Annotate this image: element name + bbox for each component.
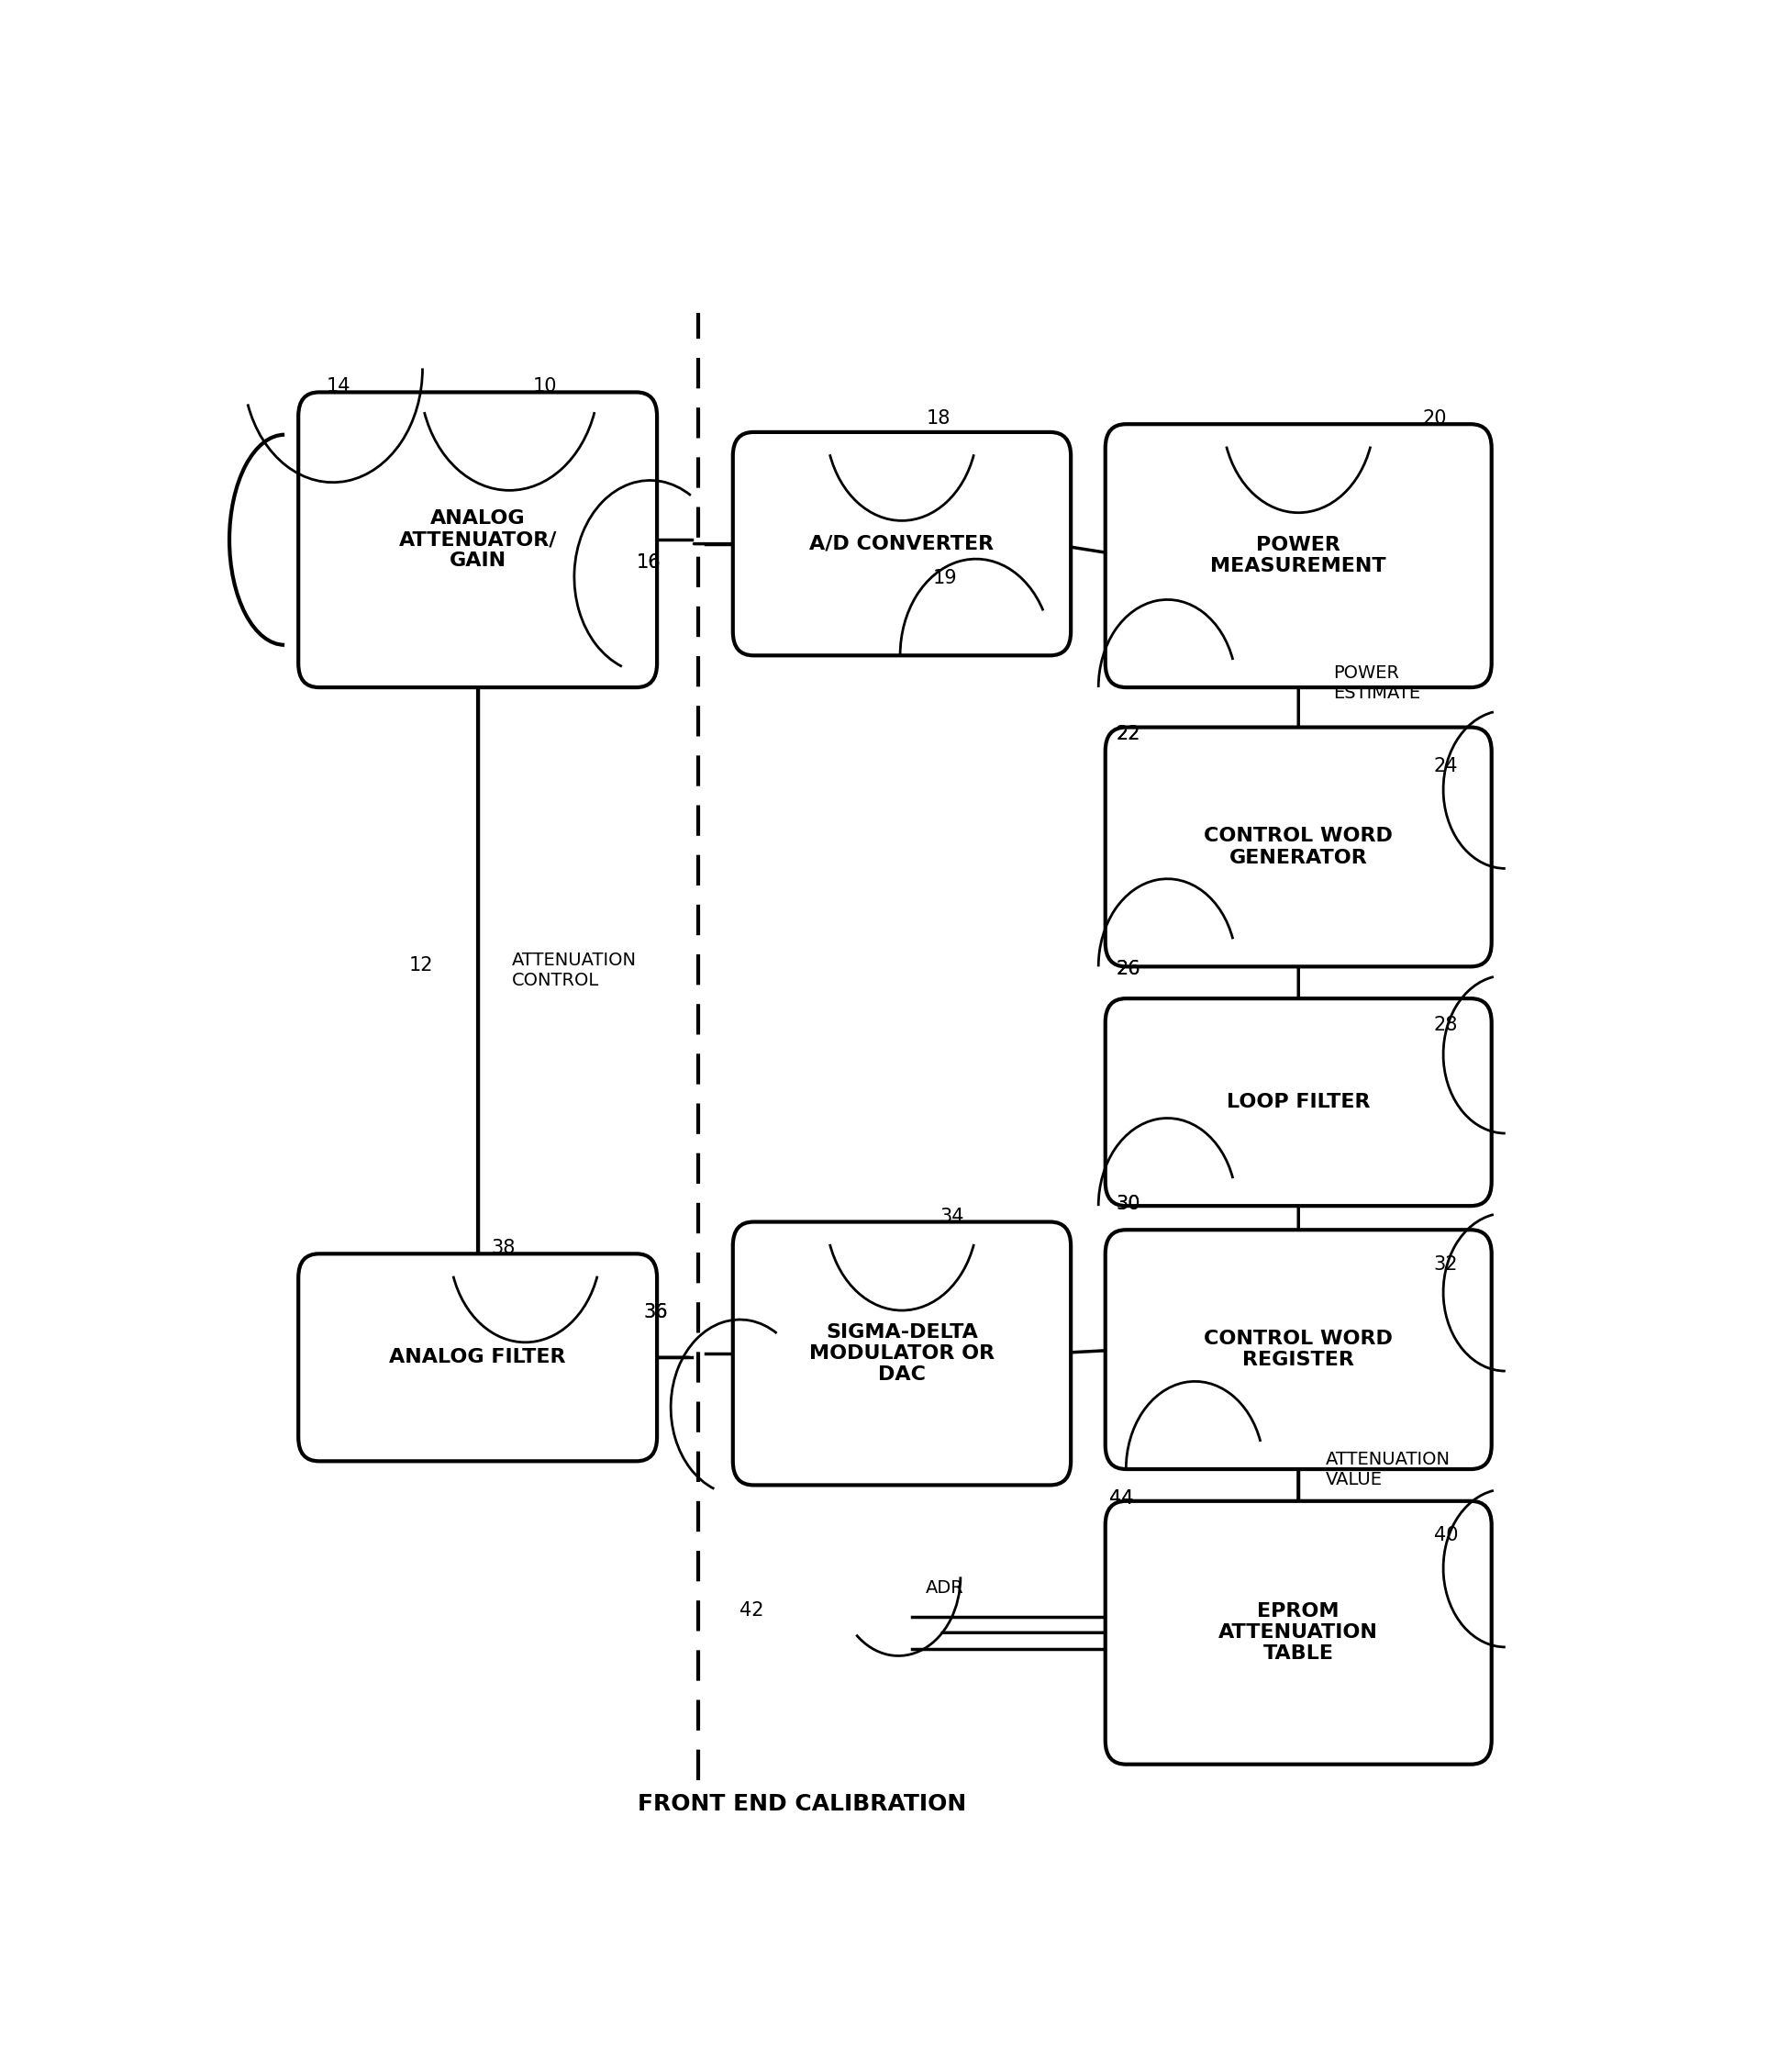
Text: 32: 32 — [1432, 1256, 1457, 1274]
FancyBboxPatch shape — [299, 1254, 656, 1461]
Text: 34: 34 — [939, 1208, 964, 1225]
FancyBboxPatch shape — [1105, 1231, 1491, 1469]
Text: CONTROL WORD
GENERATOR: CONTROL WORD GENERATOR — [1203, 827, 1393, 866]
Text: SIGMA-DELTA
MODULATOR OR
DAC: SIGMA-DELTA MODULATOR OR DAC — [809, 1324, 994, 1384]
Text: CONTROL WORD
REGISTER: CONTROL WORD REGISTER — [1203, 1330, 1393, 1370]
FancyBboxPatch shape — [733, 433, 1071, 655]
Text: 44: 44 — [1108, 1490, 1133, 1508]
Text: 10: 10 — [532, 377, 557, 396]
Text: ANALOG FILTER: ANALOG FILTER — [390, 1349, 566, 1368]
Text: 30: 30 — [1115, 1193, 1140, 1212]
Text: POWER
MEASUREMENT: POWER MEASUREMENT — [1210, 537, 1386, 576]
Text: 14: 14 — [326, 377, 350, 396]
FancyBboxPatch shape — [1105, 727, 1491, 966]
Text: 12: 12 — [409, 955, 432, 974]
Text: FRONT END CALIBRATION: FRONT END CALIBRATION — [637, 1792, 966, 1815]
Text: EPROM
ATTENUATION
TABLE: EPROM ATTENUATION TABLE — [1219, 1602, 1377, 1664]
Text: 16: 16 — [635, 553, 660, 572]
Text: 19: 19 — [932, 570, 957, 586]
FancyBboxPatch shape — [1105, 999, 1491, 1206]
Text: 16: 16 — [635, 553, 660, 572]
Text: 40: 40 — [1432, 1527, 1457, 1544]
Text: 18: 18 — [925, 410, 950, 427]
Text: 24: 24 — [1432, 756, 1457, 775]
Text: 26: 26 — [1115, 959, 1140, 978]
FancyBboxPatch shape — [299, 392, 656, 688]
Text: 36: 36 — [642, 1303, 667, 1322]
Text: POWER
ESTIMATE: POWER ESTIMATE — [1332, 665, 1420, 702]
Text: ADR: ADR — [925, 1579, 964, 1595]
Text: 36: 36 — [642, 1303, 667, 1322]
Text: 42: 42 — [740, 1602, 763, 1620]
Text: 30: 30 — [1115, 1193, 1140, 1212]
Text: A/D CONVERTER: A/D CONVERTER — [809, 535, 994, 553]
Text: ATTENUATION
VALUE: ATTENUATION VALUE — [1325, 1450, 1450, 1488]
Text: 20: 20 — [1421, 410, 1446, 427]
Text: 28: 28 — [1432, 1015, 1457, 1034]
Text: 44: 44 — [1108, 1490, 1133, 1508]
Text: ANALOG
ATTENUATOR/
GAIN: ANALOG ATTENUATOR/ GAIN — [398, 510, 557, 570]
Text: 38: 38 — [491, 1239, 516, 1258]
Text: 26: 26 — [1115, 959, 1140, 978]
FancyBboxPatch shape — [733, 1222, 1071, 1486]
Text: 22: 22 — [1115, 725, 1140, 744]
Text: LOOP FILTER: LOOP FILTER — [1226, 1094, 1370, 1111]
FancyBboxPatch shape — [1105, 425, 1491, 688]
FancyBboxPatch shape — [1105, 1500, 1491, 1765]
Text: ATTENUATION
CONTROL: ATTENUATION CONTROL — [512, 951, 637, 990]
Text: 22: 22 — [1115, 725, 1140, 744]
